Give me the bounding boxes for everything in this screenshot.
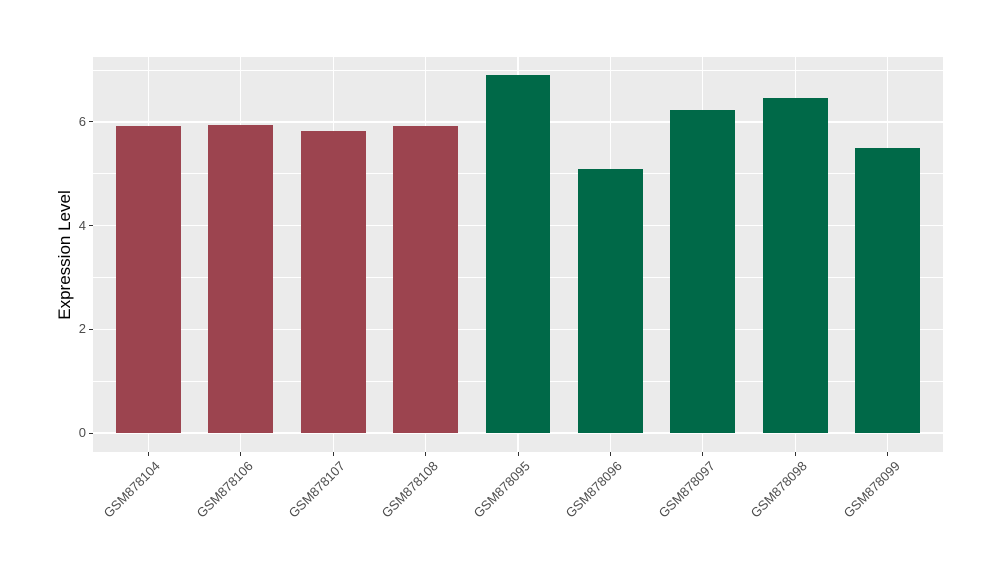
bar-GSM878099: [855, 148, 920, 433]
bar-GSM878095: [485, 75, 551, 433]
x-tick-mark: [425, 452, 427, 456]
x-tick-label: GSM878097: [655, 458, 718, 521]
x-tick-mark: [517, 452, 519, 456]
y-axis-title: Expression Level: [55, 190, 74, 320]
x-tick-label: GSM878098: [747, 458, 811, 521]
x-tick-label: GSM878096: [563, 458, 626, 521]
x-tick-label: GSM878104: [101, 458, 164, 521]
y-tick-mark: [89, 121, 93, 123]
x-tick-mark: [702, 452, 704, 456]
bar-GSM878096: [578, 168, 643, 433]
bar-GSM878108: [393, 125, 458, 433]
x-tick-label: GSM878095: [470, 458, 533, 521]
y-tick-mark: [89, 225, 93, 227]
y-tick-label: 4: [78, 217, 86, 233]
x-tick-mark: [887, 452, 889, 456]
bar-GSM878104: [116, 126, 181, 433]
x-tick-mark: [332, 452, 334, 456]
bar-GSM878106: [208, 125, 274, 433]
x-tick-mark: [240, 452, 242, 456]
y-tick-label: 6: [78, 113, 86, 129]
bar-GSM878098: [762, 98, 828, 433]
x-tick-label: GSM878107: [285, 458, 349, 521]
x-tick-mark: [609, 452, 611, 456]
x-tick-label: GSM878099: [840, 458, 903, 521]
bar-GSM878107: [300, 131, 366, 433]
y-tick-mark: [89, 432, 93, 434]
x-tick-label: GSM878108: [378, 458, 441, 521]
bar-GSM878097: [670, 110, 736, 433]
x-tick-mark: [794, 452, 796, 456]
x-tick-mark: [147, 452, 149, 456]
x-tick-label: GSM878106: [193, 458, 256, 521]
y-tick-label: 0: [78, 425, 86, 440]
y-tick-mark: [89, 328, 93, 330]
y-tick-label: 2: [78, 321, 86, 337]
